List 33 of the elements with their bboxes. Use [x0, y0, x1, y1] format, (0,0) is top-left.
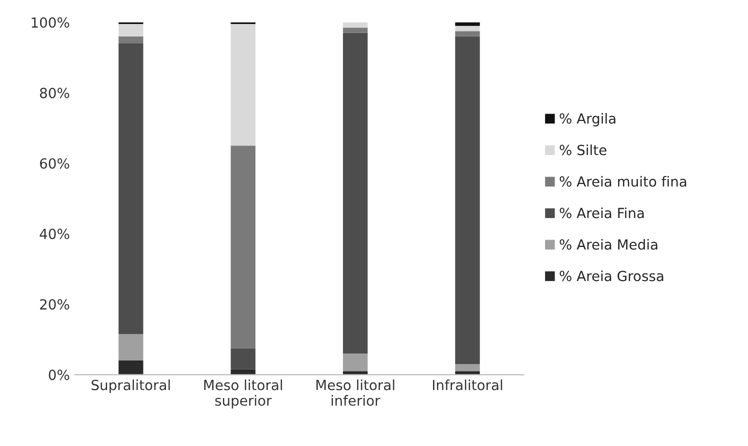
legend-label: % Areia Grossa: [560, 270, 664, 282]
legend-label: % Areia muito fina: [560, 176, 686, 187]
bar: [342, 22, 368, 28]
y-tick-label: 0%: [48, 370, 70, 380]
x-tick-label: Supralitoral: [92, 380, 170, 393]
bar: [342, 28, 368, 33]
x-tick-label: Meso litoral superior: [204, 380, 282, 408]
legend-label: % Areia Fina: [560, 208, 644, 218]
bar: [230, 24, 256, 146]
bar: [455, 36, 480, 364]
bar: [118, 43, 144, 334]
bar: [118, 334, 144, 361]
bar: [455, 22, 480, 26]
bar: [118, 360, 144, 375]
y-tick-label: 20%: [40, 299, 70, 310]
y-tick-label: 80%: [40, 88, 70, 98]
bar: [118, 36, 144, 44]
bar: [342, 354, 368, 372]
bar: [455, 364, 480, 372]
bar: [455, 26, 480, 32]
legend-label: % Areia Media: [560, 238, 658, 250]
y-tick-label: 40%: [40, 228, 70, 240]
bar: [230, 348, 256, 370]
bar: [118, 24, 144, 36]
bar: [230, 146, 256, 348]
x-tick-label: Meso litoral inferior: [316, 380, 394, 406]
bar: [455, 31, 480, 36]
legend-label: % Silte: [560, 144, 606, 156]
bar: [342, 32, 368, 354]
legend-label: % Argila: [560, 113, 616, 126]
x-tick-label: Infralitoral: [432, 380, 502, 390]
y-tick-label: 60%: [40, 158, 70, 169]
y-tick-label: 100%: [32, 17, 70, 28]
